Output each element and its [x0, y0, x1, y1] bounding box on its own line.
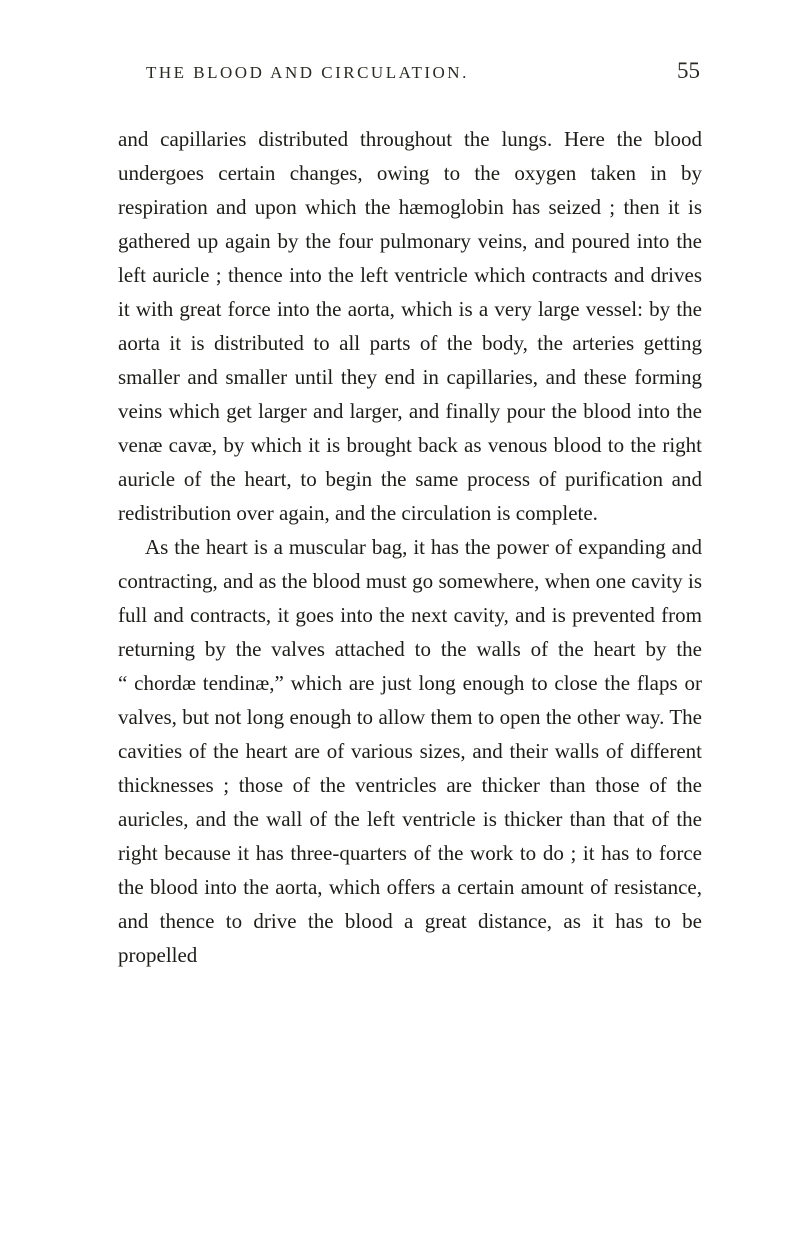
running-title: THE BLOOD AND CIRCULATION.	[146, 63, 469, 83]
page-header: THE BLOOD AND CIRCULATION. 55	[118, 58, 702, 84]
paragraph-1: and capillaries distributed throughout t…	[118, 122, 702, 530]
body-text: and capillaries distributed throughout t…	[118, 122, 702, 972]
paragraph-2: As the heart is a muscular bag, it has t…	[118, 530, 702, 972]
page-number: 55	[677, 58, 700, 84]
